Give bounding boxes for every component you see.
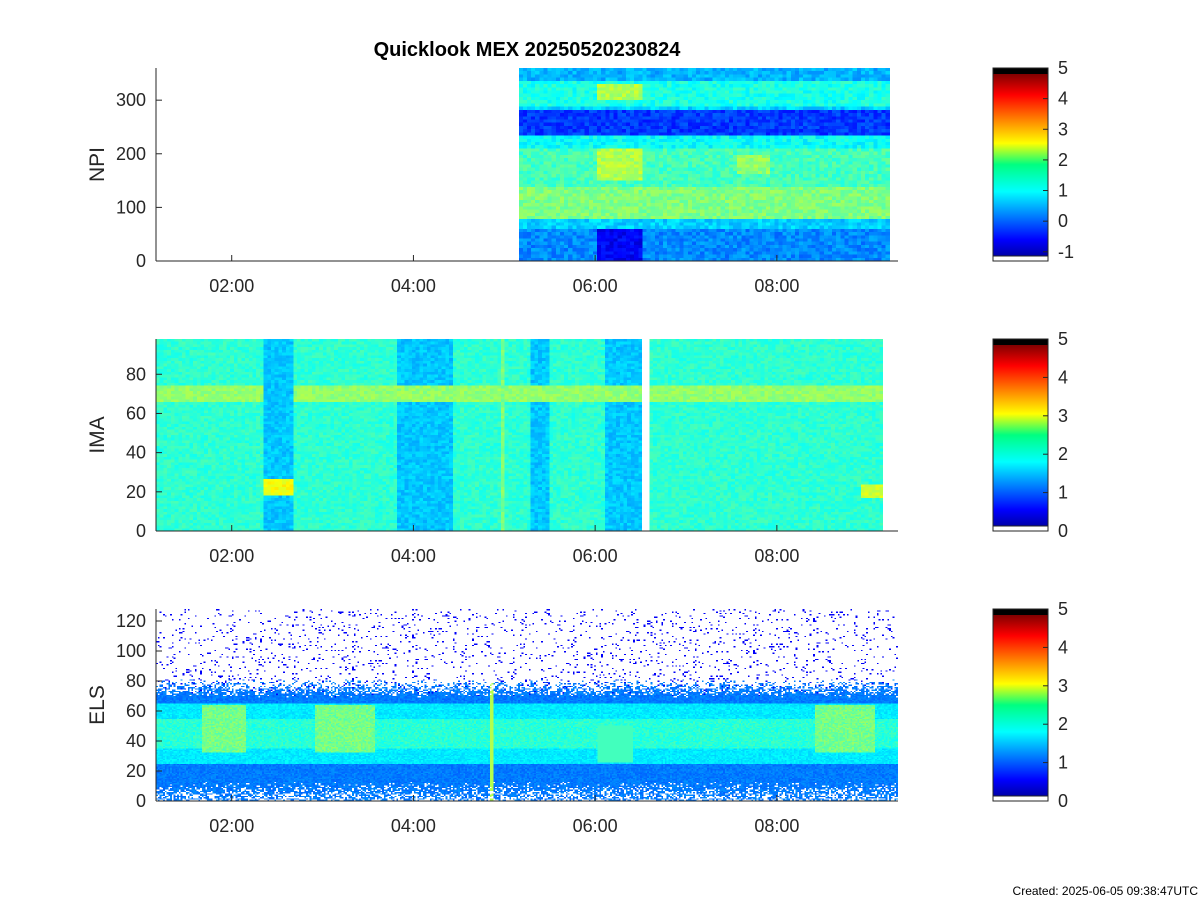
- y-axis-label: ELS: [86, 685, 109, 725]
- x-tick-label: 08:00: [754, 546, 799, 566]
- y-tick-label: 80: [126, 671, 146, 691]
- y-tick-label: 0: [136, 521, 146, 541]
- colorbar-tick-label: 5: [1058, 58, 1068, 78]
- panel-npi: 0 100 200 300 02:00 04:00 06:00 08:00 NPI 5 4 3 2 1 0 -…: [86, 58, 1074, 296]
- heatmap-npi: [156, 68, 898, 261]
- figure-title: Quicklook MEX 20250520230824: [374, 39, 682, 61]
- panel-ima: 0 20 40 60 80 02:00 04:00 06:00 08:00 IMA 5 4 3 2 1 0: [86, 329, 1068, 566]
- y-tick-label: 60: [126, 403, 146, 423]
- y-tick-label: 0: [136, 791, 146, 811]
- x-tick-label: 04:00: [391, 816, 436, 836]
- colorbar-tick-label: 0: [1058, 791, 1068, 811]
- colorbar-tick-label: 1: [1058, 181, 1068, 201]
- colorbar-tick-label: 4: [1058, 367, 1068, 387]
- y-tick-label: 60: [126, 701, 146, 721]
- colorbar: [992, 338, 1049, 532]
- y-tick-label: 100: [116, 197, 146, 217]
- y-tick-label: 80: [126, 364, 146, 384]
- y-tick-label: 120: [116, 611, 146, 631]
- colorbar-tick-label: 2: [1058, 714, 1068, 734]
- colorbar-tick-label: 4: [1058, 637, 1068, 657]
- x-tick-label: 02:00: [209, 276, 254, 296]
- colorbar-tick-label: 0: [1058, 521, 1068, 541]
- heatmap-els: [156, 609, 898, 801]
- x-tick-label: 06:00: [573, 546, 618, 566]
- heatmap-ima: [156, 339, 898, 531]
- y-tick-label: 20: [126, 761, 146, 781]
- x-tick-label: 04:00: [391, 546, 436, 566]
- colorbar-tick-label: -1: [1058, 242, 1074, 262]
- colorbar-tick-label: 2: [1058, 150, 1068, 170]
- colorbar-tick-label: 3: [1058, 406, 1068, 426]
- y-axis-label: NPI: [86, 147, 109, 182]
- y-axis-label: IMA: [86, 416, 109, 453]
- x-tick-label: 06:00: [573, 816, 618, 836]
- colorbar-tick-label: 1: [1058, 753, 1068, 773]
- colorbar-under: [992, 255, 1049, 262]
- y-tick-label: 300: [116, 90, 146, 110]
- y-tick-label: 0: [136, 251, 146, 271]
- x-tick-label: 08:00: [754, 276, 799, 296]
- colorbar: [992, 67, 1049, 262]
- x-tick-label: 08:00: [754, 816, 799, 836]
- x-tick-label: 06:00: [573, 276, 618, 296]
- colorbar: [992, 608, 1049, 802]
- created-timestamp: Created: 2025-06-05 09:38:47UTC: [1012, 884, 1198, 898]
- colorbar-under: [992, 795, 1049, 802]
- colorbar-tick-label: 0: [1058, 211, 1068, 231]
- y-tick-label: 100: [116, 641, 146, 661]
- colorbar-tick-label: 5: [1058, 599, 1068, 619]
- x-tick-label: 02:00: [209, 546, 254, 566]
- y-tick-label: 200: [116, 144, 146, 164]
- y-tick-label: 20: [126, 482, 146, 502]
- colorbar-tick-label: 1: [1058, 483, 1068, 503]
- colorbar-tick-label: 3: [1058, 119, 1068, 139]
- colorbar-tick-label: 2: [1058, 444, 1068, 464]
- y-tick-label: 40: [126, 443, 146, 463]
- y-tick-label: 40: [126, 731, 146, 751]
- colorbar-tick-label: 5: [1058, 329, 1068, 349]
- colorbar-tick-label: 4: [1058, 89, 1068, 109]
- x-tick-label: 02:00: [209, 816, 254, 836]
- colorbar-under: [992, 525, 1049, 532]
- colorbar-tick-label: 3: [1058, 676, 1068, 696]
- x-tick-label: 04:00: [391, 276, 436, 296]
